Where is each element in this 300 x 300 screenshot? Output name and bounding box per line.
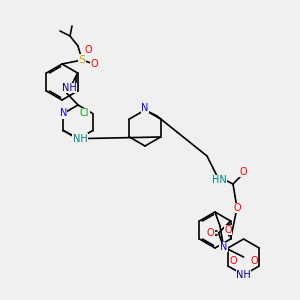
Text: O: O — [250, 256, 258, 266]
Text: NH: NH — [73, 134, 88, 143]
Text: N: N — [60, 109, 67, 118]
Text: O: O — [84, 45, 92, 55]
Text: HN: HN — [212, 175, 226, 185]
Text: O: O — [229, 256, 237, 266]
Text: O: O — [233, 203, 241, 213]
Text: N: N — [141, 103, 149, 113]
Text: O: O — [90, 59, 98, 69]
Text: N: N — [74, 134, 82, 144]
Text: O: O — [224, 225, 232, 235]
Text: NH: NH — [236, 270, 251, 280]
Text: O: O — [239, 167, 247, 177]
Text: Cl: Cl — [80, 109, 89, 118]
Text: NH: NH — [62, 83, 77, 93]
Text: O: O — [207, 228, 214, 238]
Text: N: N — [220, 242, 227, 252]
Text: S: S — [78, 55, 85, 65]
